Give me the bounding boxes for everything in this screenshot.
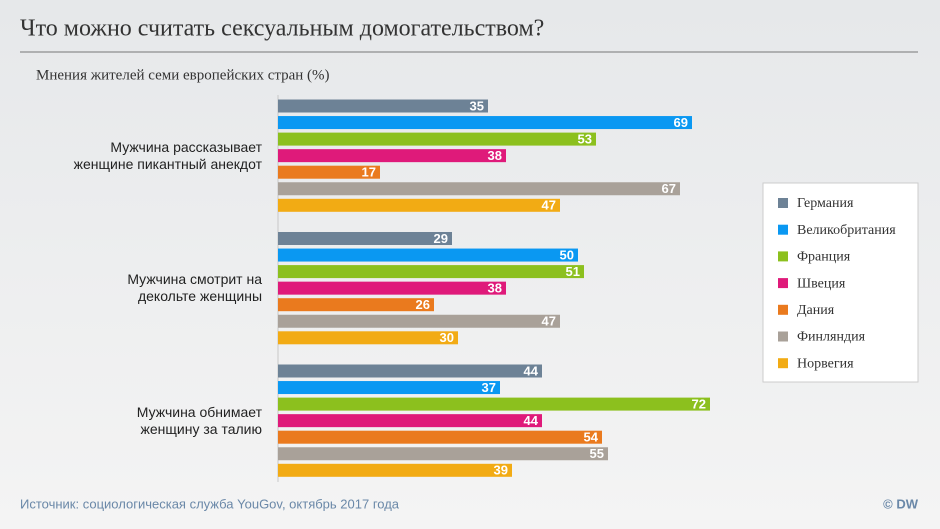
legend-label: Швеция — [797, 276, 846, 291]
bar — [278, 364, 542, 378]
legend-swatch — [778, 198, 788, 208]
bar — [278, 463, 512, 477]
bar — [278, 397, 710, 411]
category-label: Мужчина рассказывает женщине пикантный а… — [73, 138, 262, 172]
bar — [278, 414, 542, 428]
bar — [278, 182, 680, 196]
bar — [278, 314, 560, 328]
value-label: 44 — [524, 413, 539, 428]
legend-label: Германия — [797, 196, 854, 211]
legend-swatch — [778, 251, 788, 262]
bar — [278, 116, 692, 130]
legend-label: Дания — [797, 303, 835, 318]
category-label: Мужчина смотрит на декольте женщины — [127, 271, 262, 305]
value-label: 26 — [416, 297, 430, 312]
value-label: 38 — [488, 281, 502, 296]
value-label: 51 — [566, 264, 580, 279]
legend-label: Финляндия — [797, 330, 866, 345]
bar — [278, 331, 458, 345]
legend-box — [762, 182, 919, 383]
legend-swatch — [778, 304, 788, 315]
chart-title: Что можно считать сексуальным домогатель… — [20, 16, 544, 42]
legend-swatch — [778, 224, 788, 235]
value-label: 72 — [692, 397, 706, 412]
legend-label: Франция — [797, 250, 851, 265]
value-label: 44 — [524, 363, 539, 378]
bar — [278, 281, 506, 295]
bar — [278, 132, 596, 146]
value-label: 30 — [440, 330, 454, 345]
value-label: 38 — [488, 148, 502, 163]
value-label: 50 — [560, 247, 574, 262]
value-label: 67 — [662, 181, 676, 196]
bar — [278, 430, 602, 444]
value-label: 47 — [542, 314, 556, 329]
value-label: 53 — [578, 132, 592, 147]
value-label: 47 — [542, 198, 556, 213]
value-label: 17 — [362, 165, 376, 180]
subtitle: Мнения жителей семи европейских стран (%… — [36, 67, 330, 83]
legend-swatch — [778, 358, 788, 369]
value-label: 29 — [434, 231, 448, 246]
value-label: 37 — [482, 380, 496, 395]
value-label: 69 — [674, 115, 688, 130]
bar — [278, 298, 434, 312]
bar — [278, 198, 560, 212]
bar — [278, 265, 584, 279]
bar — [278, 99, 488, 113]
bar — [278, 248, 578, 262]
legend-label: Норвегия — [797, 356, 854, 371]
legend-swatch — [778, 331, 788, 342]
value-label: 35 — [470, 98, 484, 113]
value-label: 54 — [584, 430, 599, 445]
legend-label: Великобритания — [797, 223, 896, 238]
bar — [278, 165, 380, 179]
credit: © DW — [883, 496, 919, 511]
bar — [278, 232, 452, 245]
category-label: Мужчина обнимает женщину за талию — [136, 403, 262, 437]
source: Источник: социологическая служба YouGov,… — [20, 496, 400, 511]
value-label: 39 — [494, 463, 508, 478]
bar — [278, 447, 608, 461]
value-label: 55 — [590, 446, 604, 461]
legend-swatch — [778, 278, 788, 289]
bar — [278, 149, 506, 163]
bar — [278, 381, 500, 395]
